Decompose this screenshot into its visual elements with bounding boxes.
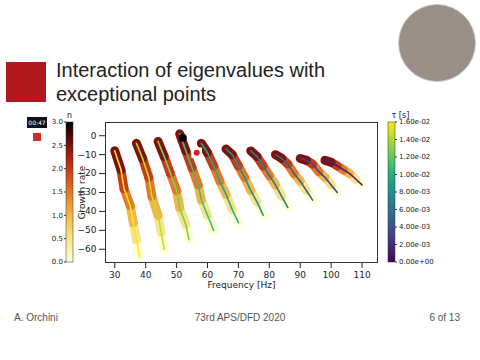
- svg-text:80: 80: [264, 270, 276, 280]
- svg-text:40: 40: [140, 270, 152, 280]
- svg-text:1.60e-02: 1.60e-02: [399, 118, 431, 127]
- html-text:73rd APS/DFD 2020: 73rd APS/DFD 2020: [194, 312, 286, 323]
- svg-text:Growth rate: Growth rate: [77, 165, 87, 219]
- svg-text:0.00e+00: 0.00e+00: [399, 258, 434, 266]
- svg-text:1.0: 1.0: [52, 212, 63, 220]
- svg-text:2.5: 2.5: [52, 142, 63, 150]
- svg-text:1.20e-02: 1.20e-02: [399, 153, 430, 161]
- svg-text:−10: −10: [78, 150, 97, 160]
- html-text:00:47: 00:47: [28, 119, 46, 126]
- svg-text:0: 0: [91, 131, 97, 141]
- svg-text:−50: −50: [78, 225, 97, 235]
- svg-text:6.00e-03: 6.00e-03: [399, 206, 430, 214]
- svg-text:2.00e-03: 2.00e-03: [399, 241, 430, 249]
- html-text:A. Orchini: A. Orchini: [14, 312, 58, 323]
- svg-text:−40: −40: [77, 206, 97, 217]
- svg-text:1.5: 1.5: [52, 188, 63, 196]
- svg-text:4.00e-03: 4.00e-03: [399, 223, 430, 231]
- svg-text:100: 100: [323, 270, 340, 280]
- svg-text:0.0: 0.0: [52, 258, 63, 266]
- svg-text:τ [s]: τ [s]: [392, 111, 410, 120]
- svg-text:60: 60: [202, 270, 214, 280]
- svg-text:0.5: 0.5: [52, 235, 63, 243]
- svg-text:n: n: [67, 111, 72, 120]
- svg-text:Frequency [Hz]: Frequency [Hz]: [208, 280, 276, 290]
- svg-text:−20: −20: [77, 168, 97, 179]
- svg-text:70: 70: [233, 270, 245, 280]
- svg-text:110: 110: [353, 270, 370, 280]
- svg-text:90: 90: [295, 270, 307, 280]
- svg-text:50: 50: [171, 270, 183, 280]
- svg-text:2.0: 2.0: [52, 165, 63, 173]
- svg-text:1.40e-02: 1.40e-02: [399, 136, 430, 144]
- svg-text:30: 30: [109, 270, 121, 280]
- html-text:6 of 13: 6 of 13: [429, 312, 460, 323]
- svg-text:−60: −60: [78, 244, 97, 254]
- html-text:Interaction of eigenvalues wit: Interaction of eigenvalues with exceptio…: [56, 59, 326, 105]
- svg-text:3.0: 3.0: [52, 118, 63, 126]
- svg-text:1.00e-02: 1.00e-02: [399, 171, 430, 179]
- svg-text:8.00e-03: 8.00e-03: [399, 188, 430, 196]
- svg-text:−30: −30: [77, 187, 97, 198]
